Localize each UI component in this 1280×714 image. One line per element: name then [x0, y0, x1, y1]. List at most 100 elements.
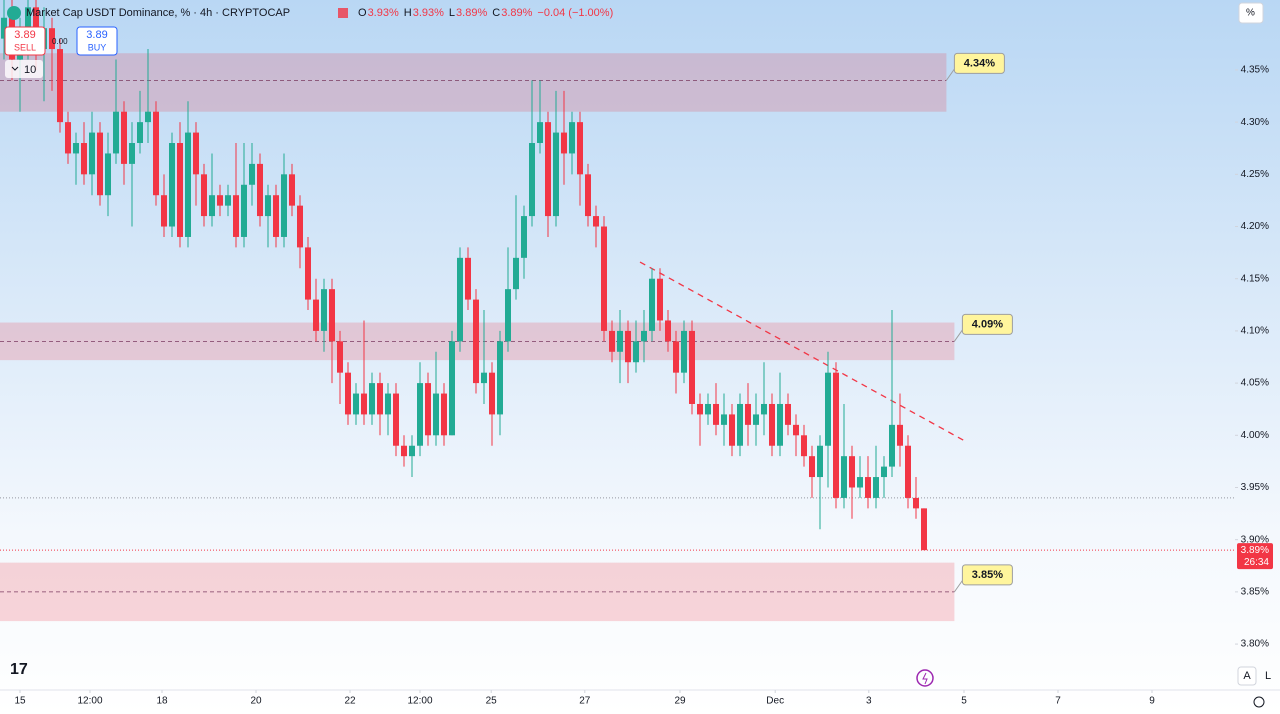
candle-body [241, 184, 247, 237]
candle-body [457, 257, 463, 342]
candle-body [481, 372, 487, 384]
candle-body [385, 393, 391, 415]
candle-body [425, 383, 431, 436]
candle-body [449, 341, 455, 436]
log-label[interactable]: L [1265, 670, 1271, 682]
y-tick-label: 3.80% [1241, 639, 1269, 650]
candle-body [73, 143, 79, 154]
indicator-toggle[interactable] [5, 60, 43, 78]
candle-body [641, 330, 647, 342]
tv-logo: 17 [10, 661, 28, 678]
sell-button[interactable] [4, 26, 46, 56]
candle-body [505, 289, 511, 342]
x-tick-label: 29 [674, 696, 686, 707]
candle-body [169, 143, 175, 227]
candle-body [1, 17, 7, 39]
candle-body [313, 299, 319, 331]
candle-body [145, 111, 151, 123]
candle-body [905, 445, 911, 498]
candle-body [665, 320, 671, 342]
candle-body [289, 174, 295, 206]
y-tick-label: 4.35% [1241, 65, 1269, 76]
candle-body [537, 122, 543, 144]
candle-body [137, 122, 143, 144]
candle-body [881, 466, 887, 478]
candle-body [545, 122, 551, 217]
y-tick-label: 3.90% [1241, 534, 1269, 545]
candle-body [865, 477, 871, 498]
ohlc-key: H [404, 7, 412, 19]
candle-body [249, 163, 255, 185]
ohlc-value: 3.93% [413, 7, 444, 19]
x-tick-label: 25 [486, 696, 498, 707]
x-tick-label: 9 [1149, 696, 1155, 707]
spread: 0.00 [52, 37, 68, 46]
candle-body [25, 7, 31, 39]
chevron-icon [11, 66, 19, 71]
event-icon[interactable] [916, 669, 934, 687]
candle-body [513, 257, 519, 290]
candle-body [785, 403, 791, 425]
candle-body [305, 247, 311, 300]
last-price-tag [1237, 543, 1273, 570]
sell-label: SELL [14, 42, 36, 52]
candle-body [65, 122, 71, 154]
candle-body [793, 424, 799, 436]
candle-body [369, 383, 375, 415]
candle-body [97, 132, 103, 196]
candle-body [569, 122, 575, 154]
candle-body [833, 372, 839, 498]
candle-body [745, 403, 751, 425]
y-tick-label: 4.25% [1241, 169, 1269, 180]
buy-button[interactable] [76, 26, 118, 56]
candle-body [105, 153, 111, 196]
candle-body [705, 403, 711, 415]
candle-body [857, 477, 863, 488]
candle-body [897, 424, 903, 446]
candle-body [161, 195, 167, 227]
zone-label: 4.34% [964, 57, 995, 69]
candle-body [577, 122, 583, 175]
zone [0, 53, 947, 112]
candle-body [89, 132, 95, 175]
plot-area: 4.34% 4.09% 3.85% [0, 0, 1235, 622]
auto-button[interactable] [1237, 666, 1257, 686]
y-tick-label: 3.85% [1241, 587, 1269, 598]
ui-layer: Market Cap USDT Dominance, % · 4h · CRYP… [4, 2, 1271, 708]
candle-body [193, 132, 199, 175]
flag-icon[interactable] [338, 8, 348, 18]
candle-body [697, 403, 703, 415]
scale-button[interactable] [1238, 2, 1264, 24]
x-tick-label: 3 [866, 696, 872, 707]
candle-body [417, 383, 423, 446]
candle-body [489, 372, 495, 415]
candle-body [633, 341, 639, 363]
candle-body [737, 403, 743, 446]
x-tick-label: 22 [344, 696, 356, 707]
candle-body [777, 403, 783, 446]
candle-body [657, 278, 663, 321]
indicator-count: 10 [24, 64, 36, 76]
ohlc-key: L [449, 7, 455, 19]
candle-body [337, 341, 343, 373]
event-bolt [922, 672, 928, 685]
settings-icon[interactable] [1253, 696, 1265, 708]
candle-body [713, 403, 719, 425]
candle-body [873, 477, 879, 498]
symbol-title: Market Cap USDT Dominance, % · 4h · CRYP… [26, 7, 290, 19]
candle-body [265, 195, 271, 217]
candle-body [441, 393, 447, 436]
y-tick-label: 4.10% [1241, 326, 1269, 337]
y-tick-label: 3.95% [1241, 482, 1269, 493]
candle-body [617, 330, 623, 352]
zone-label: 3.85% [972, 569, 1003, 581]
y-tick-label: 4.05% [1241, 378, 1269, 389]
candle-body [297, 205, 303, 248]
x-tick-label: 12:00 [407, 696, 432, 707]
change: −0.04 (−1.00%) [537, 7, 613, 19]
candle-body [257, 163, 263, 217]
candle-body [625, 330, 631, 363]
